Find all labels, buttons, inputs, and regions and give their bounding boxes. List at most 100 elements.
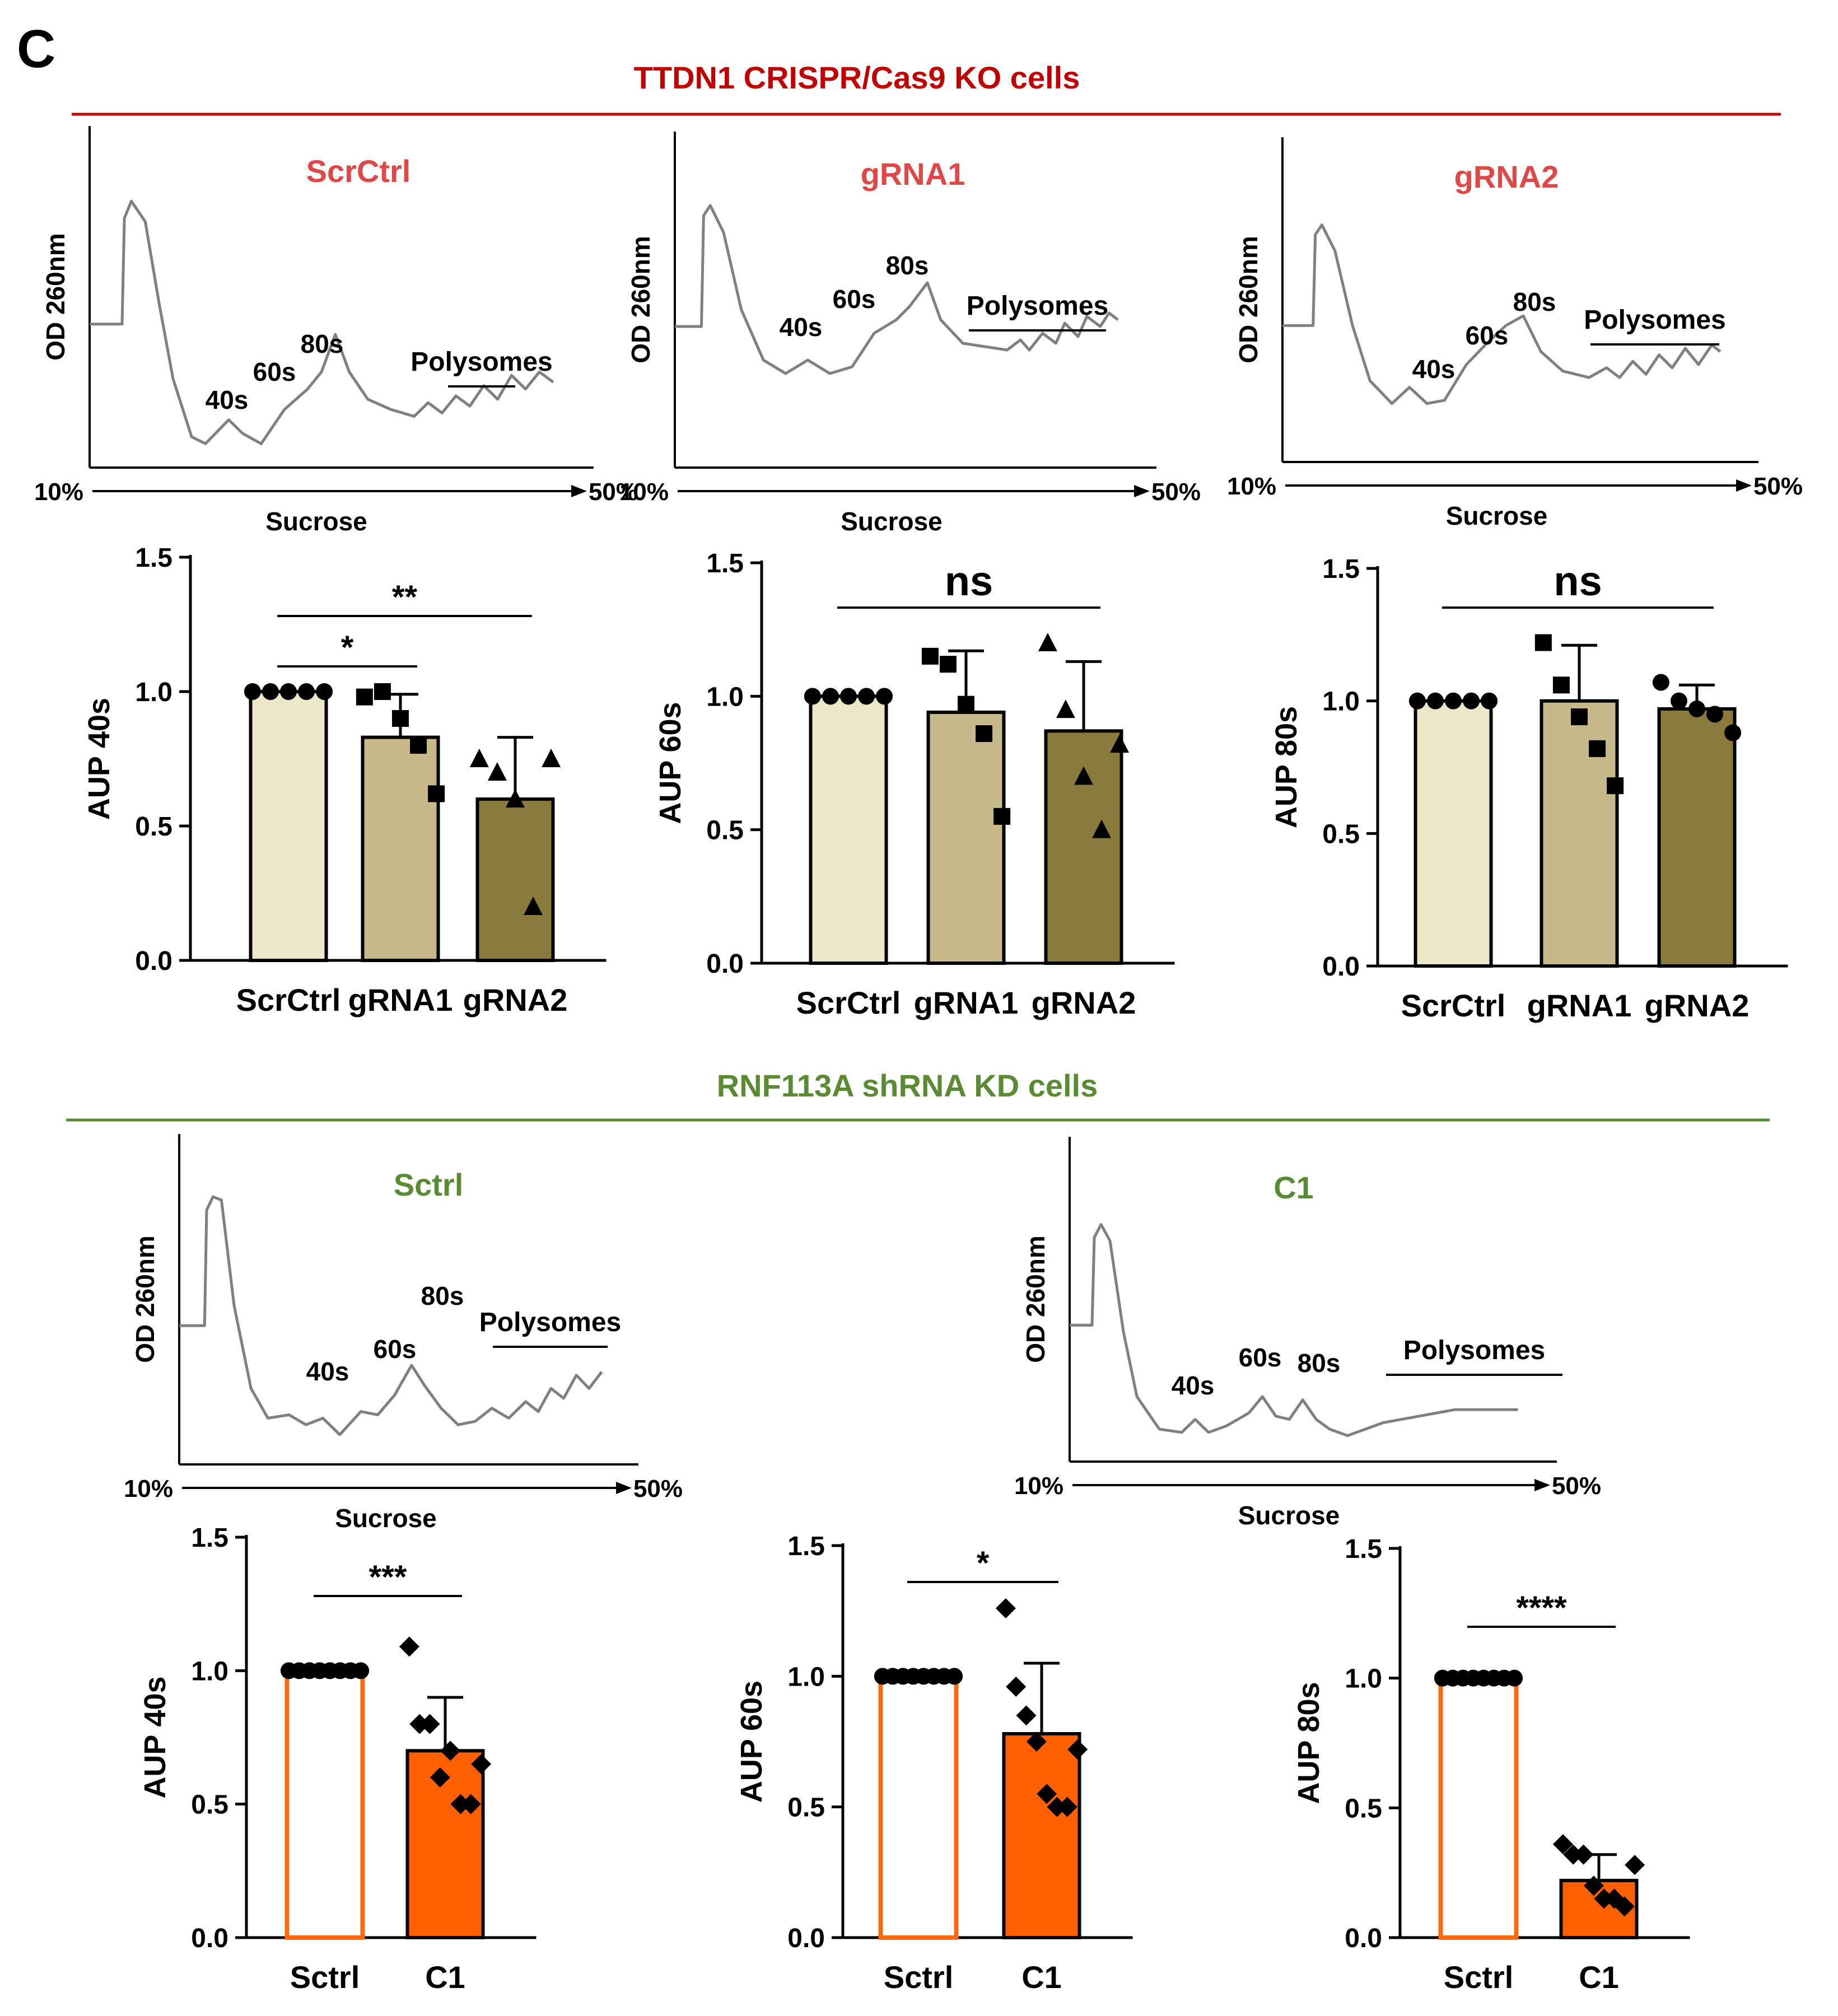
data-point: [840, 688, 857, 705]
data-point: [1652, 674, 1669, 691]
data-point: [1506, 1669, 1523, 1687]
x-tick-label: ScrCtrl: [1401, 988, 1506, 1023]
gradient-start-label: 10%: [124, 1475, 173, 1502]
x-tick-label: Sctrl: [884, 1959, 954, 1995]
data-point: [542, 749, 561, 767]
data-point: [428, 785, 445, 802]
gradient-end-label: 50%: [633, 1475, 683, 1502]
gradient-start-label: 10%: [1227, 473, 1276, 500]
data-point: [1057, 1796, 1077, 1817]
data-point: [1016, 1705, 1037, 1726]
x-tick-label: gRNA1: [914, 985, 1019, 1020]
data-point: [244, 683, 261, 700]
significance-label: *: [977, 1545, 990, 1581]
peak-label-80s: 80s: [1298, 1348, 1341, 1378]
y-tick-label: 1.0: [787, 1662, 825, 1692]
y-axis-label: AUP 80s: [1292, 1682, 1326, 1804]
data-point: [262, 683, 279, 700]
data-point: [976, 725, 993, 743]
data-point: [1534, 634, 1552, 651]
data-point: [1037, 1784, 1057, 1804]
od260-trace: [179, 1195, 603, 1436]
bar-grna2: [1657, 707, 1737, 968]
data-point: [1625, 1855, 1645, 1875]
data-point: [1670, 692, 1687, 710]
data-point: [469, 749, 489, 767]
data-point: [460, 1794, 481, 1814]
data-point: [1026, 1732, 1047, 1752]
data-point: [410, 737, 427, 754]
data-point: [993, 808, 1011, 825]
profile-xlabel: Sucrose: [1446, 501, 1548, 530]
data-point: [316, 683, 333, 700]
gradient-end-label: 50%: [1753, 473, 1803, 500]
x-tick-label: Sctrl: [1444, 1959, 1514, 1995]
y-tick-label: 1.5: [191, 1523, 228, 1553]
y-tick-label: 1.5: [706, 549, 744, 578]
y-tick-label: 0.5: [1322, 819, 1360, 849]
data-point: [352, 1662, 370, 1679]
data-point: [822, 688, 839, 705]
data-point: [1552, 1834, 1573, 1855]
bar-scrctrl: [809, 694, 888, 965]
section-title-shrna: RNF113A shRNA KD cells: [717, 1068, 1098, 1103]
y-axis-label: AUP 40s: [138, 1676, 172, 1798]
profile-title: ScrCtrl: [306, 153, 411, 189]
peak-label-60s: 60s: [253, 357, 296, 386]
data-point: [1047, 1796, 1067, 1817]
data-point: [506, 789, 525, 808]
gradient-arrowhead: [571, 485, 587, 497]
data-point: [876, 688, 893, 705]
polysome-label: Polysomes: [967, 291, 1108, 321]
significance-label: ****: [1516, 1590, 1567, 1626]
data-point: [1038, 633, 1057, 651]
significance-label: ns: [945, 558, 993, 604]
data-point: [946, 1668, 963, 1685]
gradient-arrowhead: [1134, 485, 1150, 497]
gradient-arrowhead: [1736, 479, 1752, 492]
data-point: [1074, 766, 1093, 785]
data-point: [1563, 1844, 1584, 1865]
bar-c1: [1002, 1732, 1081, 1939]
y-tick-label: 1.0: [191, 1656, 228, 1686]
data-point: [1583, 1875, 1604, 1896]
data-point: [1607, 777, 1624, 795]
peak-label-40s: 40s: [780, 312, 823, 342]
profile-xlabel: Sucrose: [1238, 1501, 1340, 1530]
bar-chart-5: 0.0 0.5 1.0 1.5 AUP 60s Sctrl C1 *: [735, 1532, 1133, 1995]
y-tick-label: 0.5: [191, 1790, 228, 1820]
data-point: [1552, 676, 1570, 694]
data-point: [524, 897, 543, 915]
data-point: [280, 683, 297, 700]
bar-scrctrl: [1414, 699, 1493, 968]
panel-letter: C: [17, 19, 55, 79]
data-point: [939, 656, 957, 673]
x-tick-label: ScrCtrl: [236, 982, 341, 1018]
profile-xlabel: Sucrose: [841, 507, 943, 536]
data-point: [1408, 692, 1426, 710]
data-point: [1706, 706, 1724, 723]
profile-xlabel: Sucrose: [335, 1504, 437, 1533]
y-axis-label: AUP 60s: [654, 702, 687, 824]
peak-label-40s: 40s: [1172, 1371, 1215, 1400]
polysome-label: Polysomes: [1584, 305, 1725, 335]
data-point: [356, 688, 373, 706]
profile-title: Sctrl: [394, 1167, 464, 1202]
y-axis-label: AUP 60s: [735, 1681, 768, 1803]
polysome-profiles: ScrCtrl OD 260nm 40s 60s 80s Polysomes 10% 50% S…: [34, 126, 1803, 1533]
profile-ylabel: OD 260nm: [626, 236, 655, 363]
profile-panel-grna1: gRNA1 OD 260nm 40s 60s 80s Polysomes 10% 50% Suc…: [619, 132, 1201, 536]
peak-label-40s: 40s: [306, 1357, 349, 1386]
data-point: [1067, 1739, 1088, 1760]
data-point: [1426, 692, 1444, 710]
bar-grna2: [1044, 729, 1123, 965]
data-point: [958, 696, 974, 713]
polysome-label: Polysomes: [479, 1308, 621, 1337]
bar-chart-4: 0.0 0.5 1.0 1.5 AUP 40s Sctrl C1 ***: [138, 1523, 537, 1995]
x-tick-label: C1: [1021, 1959, 1062, 1995]
y-tick-label: 1.0: [706, 682, 744, 712]
y-tick-label: 1.0: [135, 678, 172, 707]
